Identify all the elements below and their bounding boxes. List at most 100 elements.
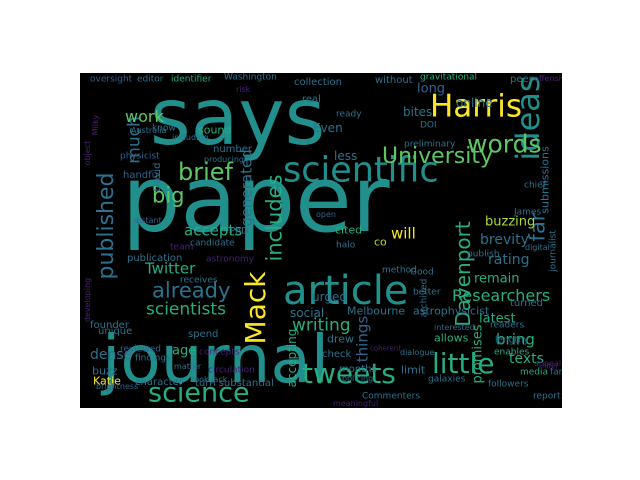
word-already: already <box>152 278 231 303</box>
word-halo: halo <box>336 240 356 251</box>
word-co: co <box>374 235 387 249</box>
word-commenters: Commenters <box>362 391 421 402</box>
word-check: check <box>322 349 352 360</box>
word-without: without <box>375 75 413 86</box>
word-findings: findings <box>135 353 171 364</box>
word-lengthy: lengthy <box>495 335 530 346</box>
word-know: know <box>152 123 176 134</box>
word-publish: publish <box>467 249 500 260</box>
word-interested: interested <box>434 323 475 332</box>
word-offensive: offensive <box>534 74 562 83</box>
word-scientific: scientific <box>283 150 439 191</box>
word-founder: founder <box>90 320 129 331</box>
word-distant: distant <box>134 216 162 225</box>
word-sound: sound <box>198 123 232 137</box>
word-brevity: brevity <box>480 232 529 248</box>
word-article: article <box>283 268 409 314</box>
word-turned: turned <box>510 298 544 309</box>
word-media: media <box>520 367 549 378</box>
word-drew: drew <box>327 332 355 346</box>
word-katie: Katie <box>93 374 121 388</box>
word-editor: editor <box>137 74 164 85</box>
word-bring: bring <box>496 330 535 349</box>
word-peer: peer <box>510 74 533 85</box>
word-identifier: identifier <box>171 74 212 85</box>
word-includes: includes <box>262 174 287 262</box>
word-physicist: physicist <box>120 151 160 162</box>
word-appeal: appeal <box>534 359 562 368</box>
word-better: better <box>413 287 441 298</box>
word-tweets: tweets <box>302 357 396 390</box>
word-buzz: buzz <box>92 364 118 378</box>
word-report: report <box>533 391 561 402</box>
word-circulation: circulation <box>208 365 255 376</box>
word-will: will <box>391 224 416 243</box>
word-digital: digital <box>525 243 550 252</box>
word-university: University <box>382 144 493 169</box>
word-harris: Harris <box>430 88 523 125</box>
word-far: far <box>550 367 562 378</box>
word-character: character <box>135 377 183 388</box>
word-phd: PhD <box>230 226 249 237</box>
word-cloud: journal paper says article scientific ideas Ha… <box>80 73 562 408</box>
word-promises: promises <box>470 324 486 384</box>
word-australia: Australia <box>131 126 167 135</box>
word-risk: risk <box>236 85 251 94</box>
word-open: open <box>316 210 336 219</box>
word-followers: followers <box>488 379 529 390</box>
word-paper: paper <box>122 146 390 253</box>
word-enables: enables <box>494 347 530 358</box>
word-published: published <box>94 172 119 280</box>
word-receives: receives <box>180 275 218 286</box>
word-less: less <box>334 149 358 163</box>
word-online: online <box>456 96 493 110</box>
word-journalist: journalist <box>548 230 559 272</box>
word-method: method <box>382 265 417 276</box>
word-cited: cited <box>335 223 363 237</box>
word-readers: readers <box>490 320 525 331</box>
word-gravitational: gravitational <box>420 73 478 83</box>
word-real: real <box>302 94 321 105</box>
word-handful: handful <box>123 170 161 181</box>
word-months: months <box>339 364 377 375</box>
word-remain: remain <box>474 271 520 287</box>
word-object: object <box>83 140 92 166</box>
word-publication: publication <box>127 253 183 264</box>
word-preliminary: preliminary <box>404 139 456 150</box>
word-dense: dense <box>90 347 133 363</box>
word-social: social <box>290 306 325 320</box>
word-journal: journal <box>102 321 330 398</box>
word-astronomy: astronomy <box>206 254 255 265</box>
word-texts: texts <box>509 351 544 367</box>
word-little: little <box>432 347 495 380</box>
word-mack: Mack <box>239 271 272 345</box>
word-james: James <box>514 207 542 218</box>
word-chief: chief <box>524 180 546 191</box>
word-look-jack: look jack <box>192 375 228 384</box>
word-developing: developing <box>83 277 92 323</box>
word-things: things <box>353 315 372 363</box>
word-brightness: brightness <box>96 382 139 391</box>
word-allows: allows <box>434 331 469 345</box>
word-galaxies: galaxies <box>428 374 466 385</box>
word-bites: bites <box>403 105 433 119</box>
word-washington: Washington <box>224 73 277 83</box>
word-latest: latest <box>479 311 516 327</box>
word-turn-substantial: turn substantial <box>195 378 274 389</box>
word-milky: Milky <box>91 114 100 136</box>
word-policing: policing <box>342 374 374 383</box>
word-filter: filter <box>542 362 559 371</box>
word-team: team <box>170 242 194 253</box>
word-ready: ready <box>336 109 362 120</box>
word-david: David <box>152 162 163 192</box>
word-long: long <box>417 81 446 97</box>
word-age: age <box>172 343 197 359</box>
word-researchers: Researchers <box>452 286 551 305</box>
word-oversight: oversight <box>90 74 133 85</box>
word-scientists: scientists <box>146 299 226 320</box>
word-including: including <box>172 133 209 142</box>
word-accepts: accepts <box>184 221 243 240</box>
word-urged: urged <box>312 290 347 304</box>
word-buzzing: buzzing <box>485 214 536 230</box>
word-submissions: submissions <box>538 146 552 214</box>
